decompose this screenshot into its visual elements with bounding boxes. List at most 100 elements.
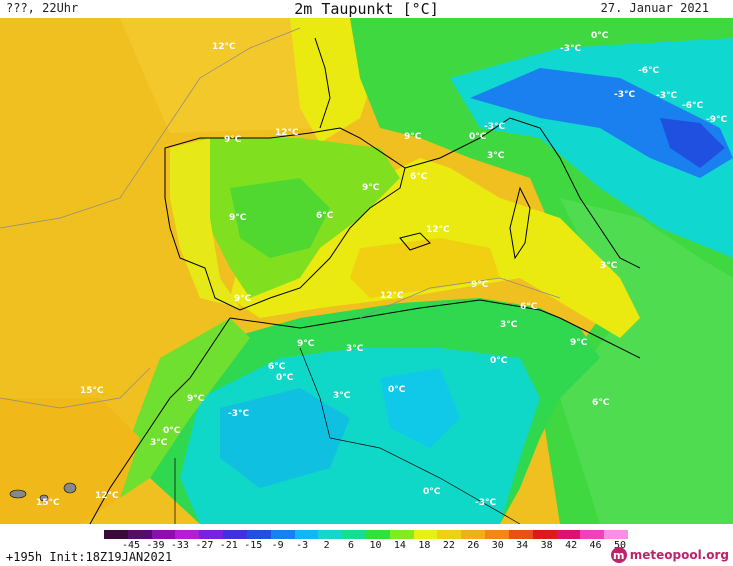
temperature-label: 0°C xyxy=(388,385,406,395)
colorbar-tick-label: 18 xyxy=(418,540,431,551)
temperature-label: 9°C xyxy=(404,132,422,142)
colorbar-tick-label: 50 xyxy=(613,540,627,551)
colorbar-tick-label: -15 xyxy=(244,540,263,551)
temperature-label: 0°C xyxy=(469,132,487,142)
temperature-label: -6°C xyxy=(638,66,659,76)
temperature-label: 9°C xyxy=(471,280,489,290)
colorbar-swatch xyxy=(127,530,153,539)
colorbar-tick-label: -39 xyxy=(146,540,165,551)
temperature-label: -3°C xyxy=(560,44,581,54)
temperature-label: 6°C xyxy=(268,362,286,372)
temperature-label: 12°C xyxy=(275,128,299,138)
model-run-info: +195h Init:18Z19JAN2021 xyxy=(6,550,173,564)
border-lines xyxy=(174,347,521,524)
temperature-label: 6°C xyxy=(410,172,428,182)
field-green-morocco xyxy=(120,318,250,498)
field-orange-light xyxy=(120,18,335,133)
coastlines xyxy=(89,37,641,524)
colorbar-swatch xyxy=(318,530,343,539)
logo-icon: m xyxy=(610,547,627,563)
temperature-label: 9°C xyxy=(234,294,252,304)
temperature-label: 3°C xyxy=(500,320,518,330)
colorbar xyxy=(104,530,629,539)
canary-islands xyxy=(9,482,77,502)
forecast-day-label: ???, 22Uhr xyxy=(6,1,79,15)
temperature-label: -3°C xyxy=(484,122,505,132)
colorbar-swatch xyxy=(508,530,534,539)
map-title: 2m Taupunkt [°C] xyxy=(294,0,439,18)
meteopool-logo[interactable]: m meteopool.org xyxy=(610,547,729,563)
colorbar-swatch xyxy=(556,530,581,539)
colorbar-swatch xyxy=(104,530,129,539)
temperature-label: 0°C xyxy=(423,487,441,497)
field-cyan-deep xyxy=(220,388,350,488)
colorbar-swatch xyxy=(389,530,415,539)
colorbar-tick-label: 38 xyxy=(540,540,553,551)
colorbar-swatch xyxy=(199,530,224,539)
colorbar-tick-label: -45 xyxy=(121,540,141,551)
temperature-label: 6°C xyxy=(316,211,334,221)
colorbar-tick-label: -9 xyxy=(271,540,284,551)
logo-text: meteopool.org xyxy=(629,548,729,562)
temperature-label: 3°C xyxy=(600,261,618,271)
colorbar-swatch xyxy=(532,530,558,539)
colorbar-tick-label: -3 xyxy=(296,540,309,551)
colorbar-tick-label: -21 xyxy=(219,540,238,551)
temperature-label: -3°C xyxy=(228,409,249,419)
temperature-label: 9°C xyxy=(362,183,380,193)
temperature-label: 9°C xyxy=(297,339,315,349)
colorbar-tick-label: 22 xyxy=(442,540,455,551)
forecast-date: 27. Januar 2021 xyxy=(600,1,709,15)
temperature-label: 12°C xyxy=(426,225,450,235)
colorbar-tick-label: -27 xyxy=(195,540,214,551)
temperature-label: 3°C xyxy=(333,391,351,401)
temperature-label: 9°C xyxy=(187,394,205,404)
colorbar-tick-label: 10 xyxy=(369,540,382,551)
colorbar-swatch xyxy=(437,530,462,539)
temperature-label: 12°C xyxy=(95,491,119,501)
colorbar-swatch xyxy=(342,530,367,539)
contour-lines xyxy=(0,27,561,409)
temperature-label: 15°C xyxy=(36,498,60,508)
temperature-label: 0°C xyxy=(276,373,294,383)
colorbar-swatch xyxy=(461,530,486,539)
field-blue-core xyxy=(470,68,733,178)
colorbar-tick-label: 30 xyxy=(491,540,504,551)
temperature-label: -9°C xyxy=(706,115,727,125)
colorbar-swatch xyxy=(604,530,629,539)
colorbar-swatch xyxy=(294,530,319,539)
colorbar-ticks: -45 -39 -33 -27 -21 -15 -9 -3 2 6 10 14 18 22 26 30 34 38… xyxy=(0,540,733,552)
temperature-label: 3°C xyxy=(150,438,168,448)
temperature-label: 6°C xyxy=(520,302,538,312)
colorbar-tick-label: 2 xyxy=(323,540,330,551)
field-green-iberia-dark xyxy=(230,178,330,258)
temperature-label: 3°C xyxy=(346,344,364,354)
field-cyan-deep-2 xyxy=(380,368,460,448)
colorbar-tick-label: -33 xyxy=(170,540,189,551)
temperature-label: 9°C xyxy=(224,135,242,145)
dewpoint-map: 12°C 12°C 9°C 9°C 6°C 9°C 9°C 6°C 12°C 9°C 12°C 9°C… xyxy=(0,18,733,524)
temperature-label: -3°C xyxy=(614,90,635,100)
colorbar-tick-label: 34 xyxy=(516,540,529,551)
colorbar-swatch xyxy=(246,530,272,539)
temperature-label: -6°C xyxy=(682,101,703,111)
temperature-label: 6°C xyxy=(592,398,610,408)
temperature-label: 12°C xyxy=(380,291,404,301)
colorbar-swatch xyxy=(151,530,176,539)
temperature-label: 9°C xyxy=(229,213,247,223)
field-orange-med xyxy=(350,238,500,298)
temperature-label: 0°C xyxy=(490,356,508,366)
temperature-label: 9°C xyxy=(570,338,588,348)
colorbar-swatch xyxy=(580,530,605,539)
field-orange-canary xyxy=(0,398,140,524)
colorbar-tick-label: 14 xyxy=(393,540,406,551)
map-header: ???, 22Uhr 2m Taupunkt [°C] 27. Januar 2… xyxy=(0,0,733,18)
colorbar-swatch xyxy=(485,530,510,539)
colorbar-tick-label: 46 xyxy=(589,540,602,551)
colorbar-tick-label: 42 xyxy=(565,540,578,551)
temperature-label: 15°C xyxy=(80,386,104,396)
colorbar-swatch xyxy=(366,530,391,539)
colorbar-tick-label: 26 xyxy=(467,540,480,551)
temperature-label: 0°C xyxy=(163,426,181,436)
colorbar-swatch xyxy=(413,530,438,539)
